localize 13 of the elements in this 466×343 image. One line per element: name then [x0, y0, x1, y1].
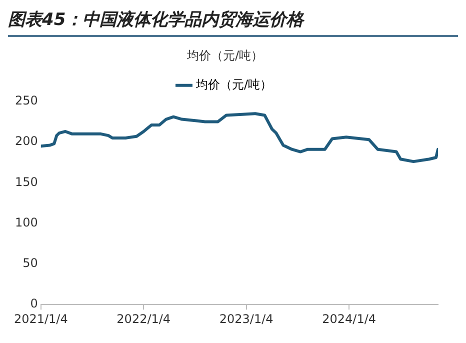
y-tick-label: 100: [15, 215, 38, 230]
x-tick-label: 2024/1/4: [322, 312, 376, 326]
x-tick-label: 2022/1/4: [116, 312, 171, 326]
y-tick-label: 150: [15, 174, 38, 189]
x-tick-label: 2023/1/4: [219, 312, 274, 326]
x-tick-label: 2021/1/4: [14, 312, 68, 326]
chart-subtitle: 均价（元/吨）: [186, 48, 264, 62]
chart-title: 图表45：中国液体化学品内贸海运价格: [8, 8, 458, 37]
y-tick-label: 0: [30, 296, 38, 311]
legend-label: 均价（元/吨）: [194, 78, 272, 92]
y-tick-label: 250: [15, 94, 38, 108]
y-tick-label: 200: [15, 134, 38, 148]
y-tick-label: 50: [22, 256, 38, 270]
